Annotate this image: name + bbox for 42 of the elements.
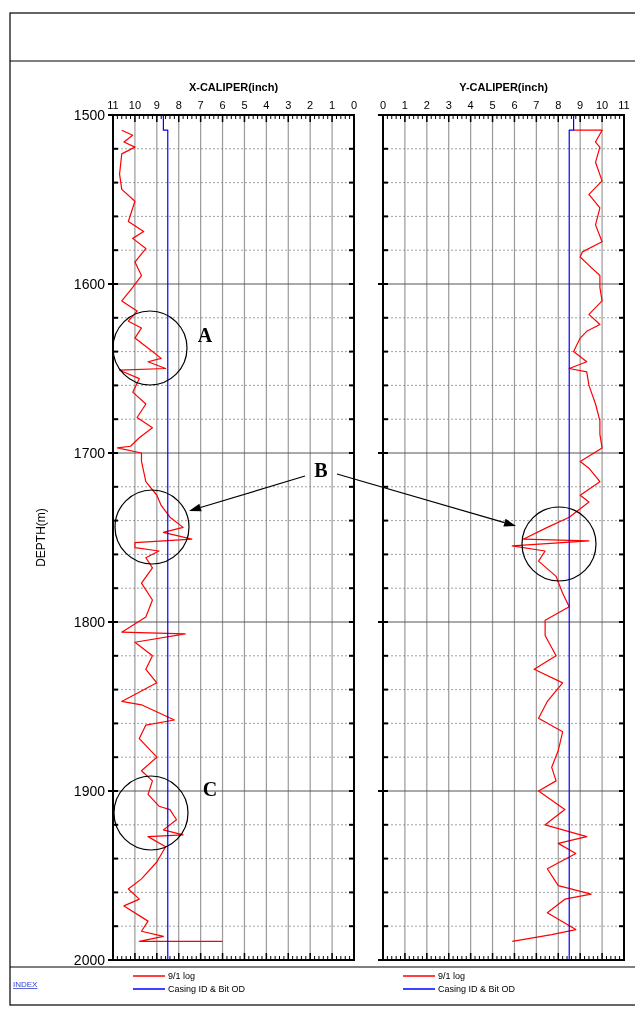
y-tick-label: 1900: [73, 782, 106, 799]
annotation: B: [314, 459, 328, 481]
x-axis-title: X-CALIPER(inch): [188, 81, 279, 93]
y-tick-label: 2000: [73, 951, 106, 968]
x-tick-label: 3: [445, 99, 452, 111]
y-tick-label: 1600: [73, 275, 106, 292]
legend-label: Casing ID & Bit OD: [438, 984, 516, 995]
x-tick-label: 7: [533, 99, 540, 111]
x-tick-label: 5: [489, 99, 496, 111]
x-tick-label: 4: [467, 99, 474, 111]
x-tick-label: 6: [219, 99, 226, 111]
x-tick-label: 0: [379, 99, 387, 111]
x-tick-label: 8: [175, 99, 182, 111]
x-tick-label: 11: [618, 99, 630, 111]
x-tick-label: 1: [401, 99, 408, 111]
x-tick-label: 9: [153, 99, 160, 111]
x-tick-label: 0: [350, 99, 358, 111]
x-axis-title: Y-CALIPER(inch): [459, 81, 549, 93]
x-tick-label: 2: [307, 99, 314, 111]
text: INDEX: [13, 980, 39, 989]
y-tick-label: 1800: [73, 613, 106, 630]
x-tick-label: 10: [128, 99, 142, 111]
legend-label: Casing ID & Bit OD: [168, 984, 246, 995]
legend-label: 9/1 log: [438, 971, 466, 982]
annotation: C: [202, 778, 218, 800]
x-tick-label: 6: [511, 99, 518, 111]
y-tick-label: 1700: [73, 444, 106, 461]
x-tick-label: 4: [263, 99, 270, 111]
x-tick-label: 3: [285, 99, 292, 111]
x-tick-label: 2: [423, 99, 430, 111]
y-tick-label: 1500: [73, 106, 106, 123]
line-series: [116, 129, 224, 943]
legend-label: 9/1 log: [168, 971, 196, 982]
y-axis-title: DEPTH(m): [34, 508, 48, 567]
x-tick-label: 11: [107, 99, 119, 111]
annotation: A: [197, 324, 213, 346]
x-tick-label: 8: [555, 99, 562, 111]
x-tick-label: 9: [577, 99, 584, 111]
x-tick-label: 10: [595, 99, 609, 111]
x-tick-label: 7: [197, 99, 204, 111]
x-tick-label: 1: [329, 99, 336, 111]
x-tick-label: 5: [241, 99, 248, 111]
